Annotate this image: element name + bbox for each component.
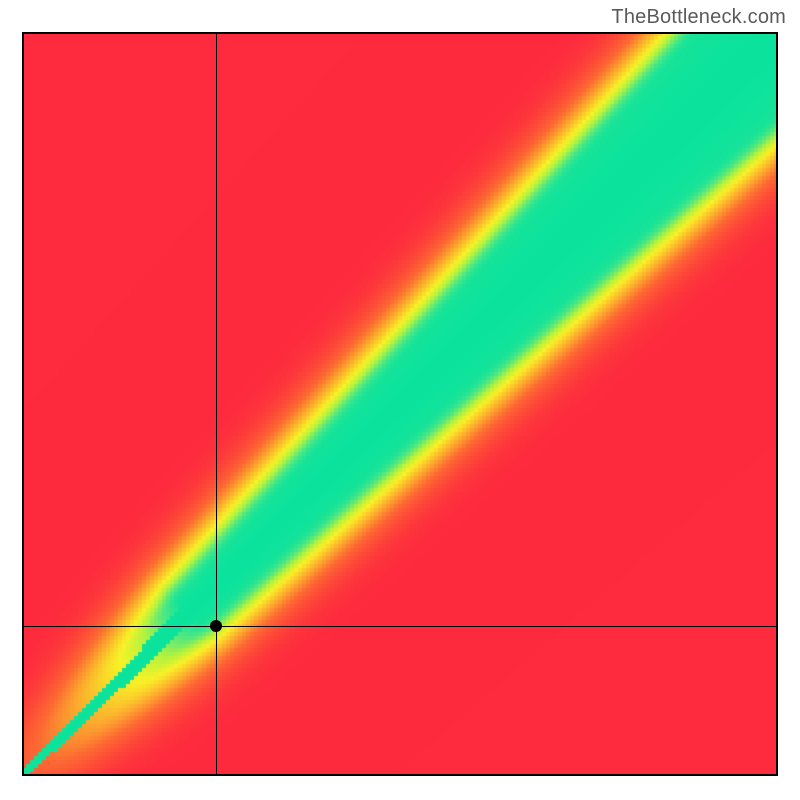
chart-container: TheBottleneck.com: [0, 0, 800, 800]
heatmap-canvas: [22, 32, 778, 776]
watermark-text: TheBottleneck.com: [611, 6, 786, 29]
